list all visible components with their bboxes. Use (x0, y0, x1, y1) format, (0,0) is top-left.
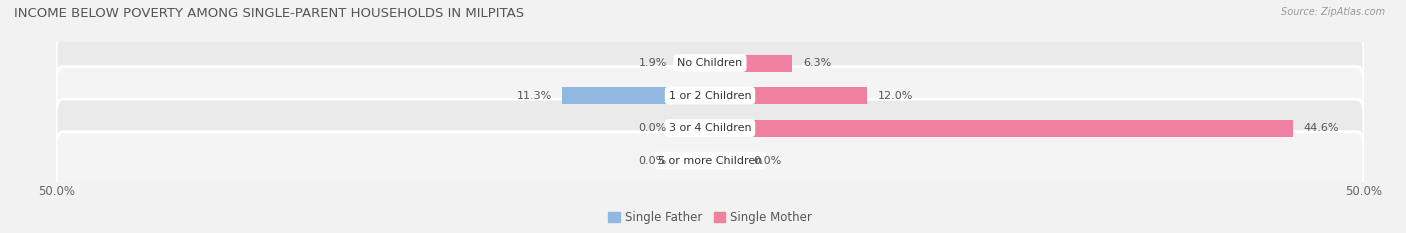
Text: No Children: No Children (678, 58, 742, 68)
Text: 6.3%: 6.3% (803, 58, 831, 68)
Text: 0.0%: 0.0% (638, 156, 666, 166)
Text: 1 or 2 Children: 1 or 2 Children (669, 91, 751, 101)
Text: 1.9%: 1.9% (638, 58, 666, 68)
Bar (678, 152, 710, 169)
Text: 0.0%: 0.0% (754, 156, 782, 166)
Text: 3 or 4 Children: 3 or 4 Children (669, 123, 751, 133)
Text: Source: ZipAtlas.com: Source: ZipAtlas.com (1281, 7, 1385, 17)
FancyBboxPatch shape (56, 132, 1364, 189)
FancyBboxPatch shape (56, 67, 1364, 124)
FancyBboxPatch shape (56, 34, 1364, 92)
Text: 5 or more Children: 5 or more Children (658, 156, 762, 166)
Legend: Single Father, Single Mother: Single Father, Single Mother (603, 206, 817, 229)
Bar (678, 120, 710, 137)
Bar (678, 55, 710, 72)
Bar (710, 55, 793, 72)
Text: 44.6%: 44.6% (1303, 123, 1339, 133)
Text: INCOME BELOW POVERTY AMONG SINGLE-PARENT HOUSEHOLDS IN MILPITAS: INCOME BELOW POVERTY AMONG SINGLE-PARENT… (14, 7, 524, 20)
Bar (562, 87, 710, 104)
FancyBboxPatch shape (56, 99, 1364, 157)
Bar (710, 120, 1294, 137)
Text: 12.0%: 12.0% (877, 91, 912, 101)
Text: 11.3%: 11.3% (516, 91, 551, 101)
Bar (710, 152, 742, 169)
Bar (710, 87, 868, 104)
Text: 0.0%: 0.0% (638, 123, 666, 133)
